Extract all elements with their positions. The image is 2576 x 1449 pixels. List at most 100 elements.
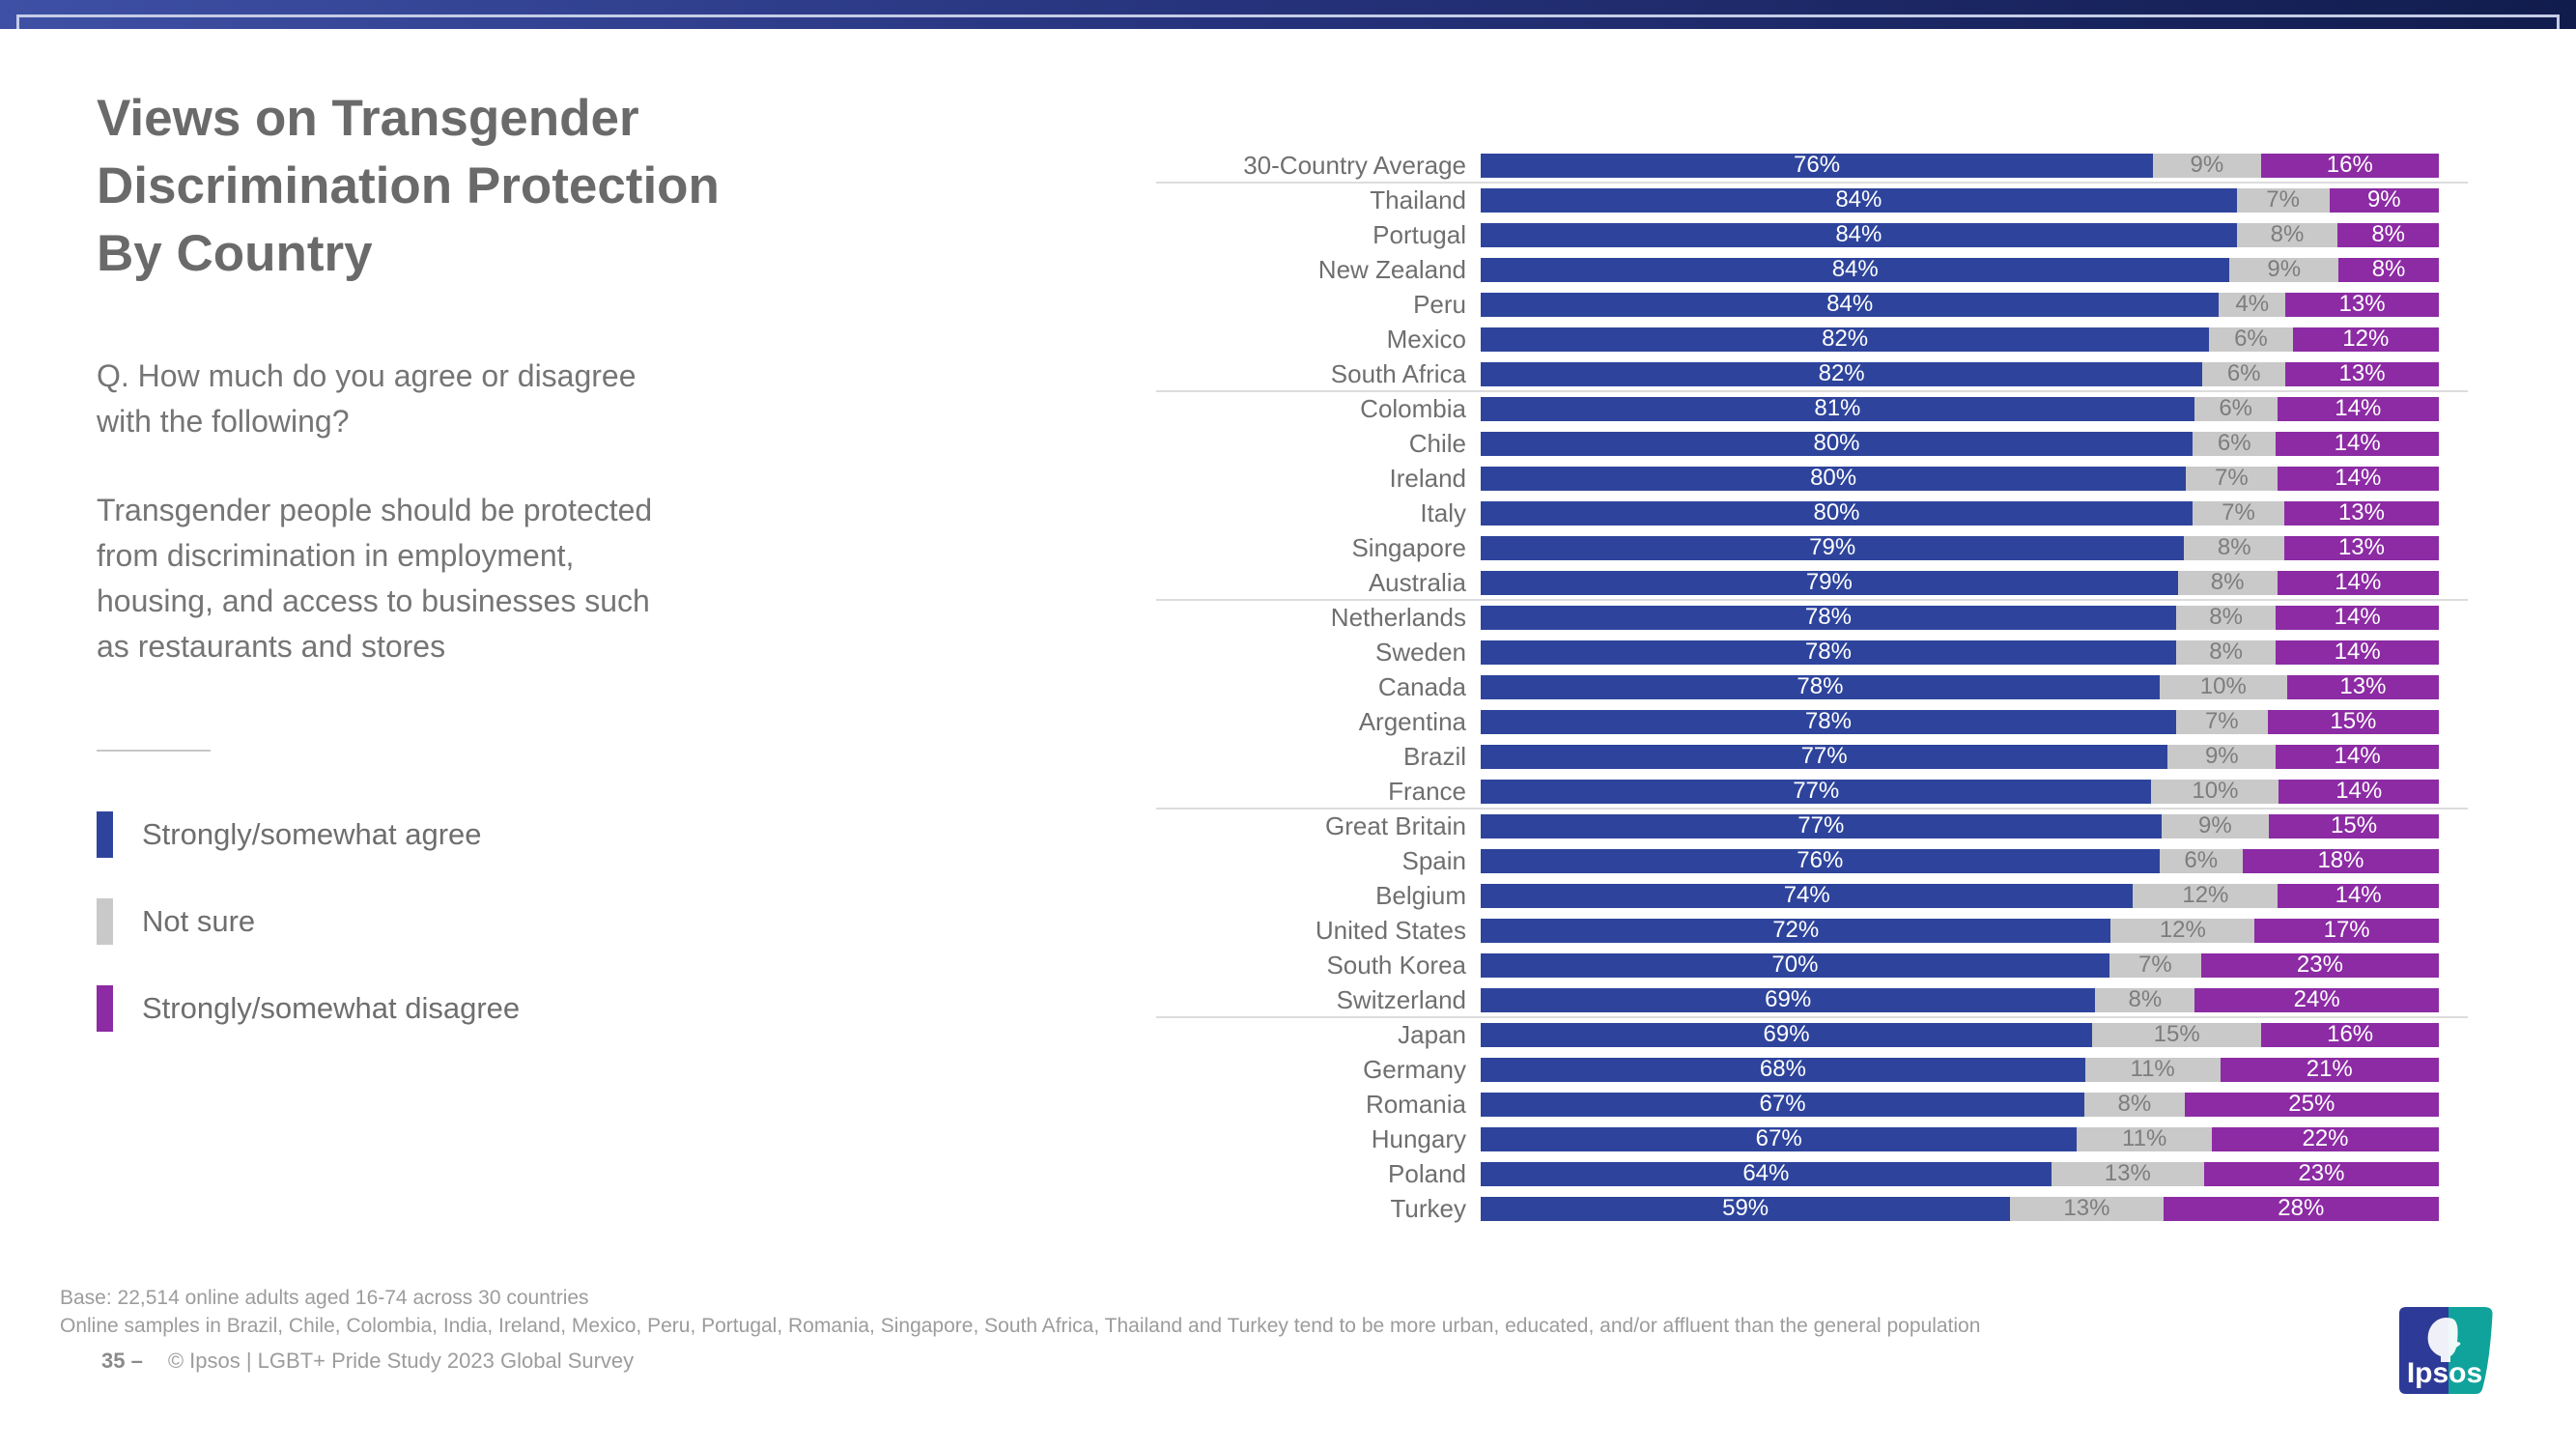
value-label: 14% bbox=[2334, 639, 2381, 665]
bar-track: 67% 8% 25% bbox=[1481, 1091, 2439, 1117]
text-line: Views on Transgender bbox=[97, 90, 639, 147]
agree-segment: 67% bbox=[1481, 1091, 2085, 1117]
agree-segment: 78% bbox=[1481, 673, 2160, 699]
value-label: 9% bbox=[2198, 812, 2232, 838]
country-label: Canada bbox=[1377, 671, 1466, 701]
value-label: 9% bbox=[2267, 256, 2302, 282]
agree-segment: 77% bbox=[1481, 778, 2152, 804]
text-line: By Country bbox=[97, 225, 373, 282]
bar-track: 67% 11% 22% bbox=[1481, 1125, 2439, 1151]
country-label: Belgium bbox=[1375, 880, 1466, 910]
chart-row: Spain 76% 6% 18% bbox=[874, 843, 2477, 878]
chart-row: Switzerland 69% 8% 24% bbox=[874, 982, 2477, 1018]
legend-label: Not sure bbox=[142, 904, 256, 938]
bar-track: 77% 10% 14% bbox=[1481, 778, 2440, 804]
chart-row: Colombia 81% 6% 14% bbox=[874, 391, 2477, 426]
agree-segment: 79% bbox=[1481, 534, 2185, 560]
country-label: Poland bbox=[1388, 1158, 1466, 1188]
value-label: 8% bbox=[2128, 986, 2163, 1012]
disagree-segment: 13% bbox=[2285, 360, 2439, 386]
copyright: © Ipsos | LGBT+ Pride Study 2023 Global … bbox=[167, 1349, 635, 1373]
disagree-segment: 21% bbox=[2220, 1056, 2439, 1082]
value-label: 77% bbox=[1800, 743, 1848, 769]
legend-swatch-notsure bbox=[97, 898, 113, 945]
disagree-segment: 23% bbox=[2200, 952, 2439, 978]
chart-row: South Korea 70% 7% 23% bbox=[874, 948, 2477, 982]
disagree-segment: 8% bbox=[2338, 256, 2440, 282]
chart-row: Portugal 84% 8% 8% bbox=[874, 217, 2477, 252]
value-label: 15% bbox=[2331, 812, 2378, 838]
value-label: 11% bbox=[2130, 1056, 2175, 1082]
value-label: 8% bbox=[2210, 569, 2245, 595]
legend-swatch-disagree bbox=[97, 985, 113, 1032]
notsure-segment: 8% bbox=[2184, 534, 2284, 560]
value-label: 76% bbox=[1797, 847, 1844, 873]
country-label: Chile bbox=[1408, 428, 1466, 458]
disagree-segment: 16% bbox=[2261, 1021, 2439, 1047]
agree-segment: 76% bbox=[1481, 847, 2160, 873]
value-label: 81% bbox=[1814, 395, 1861, 421]
agree-segment: 82% bbox=[1481, 326, 2210, 352]
value-label: 77% bbox=[1798, 812, 1845, 838]
value-label: 79% bbox=[1809, 534, 1856, 560]
country-label: France bbox=[1388, 776, 1466, 806]
notsure-segment: 7% bbox=[2186, 465, 2278, 491]
bar-track: 70% 7% 23% bbox=[1481, 952, 2439, 978]
chart-row: Mexico 82% 6% 12% bbox=[874, 322, 2477, 356]
stacked-bar-chart: 30-Country Average 76% 9% 16% Thailand 84% 7% 9… bbox=[874, 148, 2477, 1226]
text-line: as restaurants and stores bbox=[97, 629, 446, 664]
bar-track: 82% 6% 13% bbox=[1481, 360, 2439, 386]
disagree-segment: 14% bbox=[2278, 882, 2440, 908]
agree-segment: 78% bbox=[1481, 708, 2176, 734]
value-label: 8% bbox=[2371, 256, 2406, 282]
agree-segment: 74% bbox=[1481, 882, 2134, 908]
value-label: 9% bbox=[2366, 186, 2401, 213]
bar-track: 80% 7% 13% bbox=[1481, 499, 2439, 526]
notsure-segment: 12% bbox=[2133, 882, 2279, 908]
value-label: 6% bbox=[2219, 395, 2252, 421]
disagree-segment: 14% bbox=[2276, 430, 2439, 456]
disagree-segment: 14% bbox=[2277, 465, 2439, 491]
top-accent-inner-line bbox=[16, 14, 2560, 29]
notsure-segment: 7% bbox=[2193, 499, 2284, 526]
chart-row: New Zealand 84% 9% 8% bbox=[874, 252, 2477, 287]
notsure-segment: 8% bbox=[2084, 1091, 2185, 1117]
country-label: Netherlands bbox=[1330, 602, 1466, 632]
agree-segment: 84% bbox=[1481, 186, 2237, 213]
disagree-segment: 14% bbox=[2276, 743, 2440, 769]
notsure-segment: 8% bbox=[2177, 569, 2278, 595]
legend-item-notsure: Not sure bbox=[97, 898, 520, 945]
value-label: 6% bbox=[2184, 847, 2219, 873]
country-label: Thailand bbox=[1370, 185, 1466, 214]
agree-segment: 77% bbox=[1481, 812, 2162, 838]
country-label: Sweden bbox=[1375, 637, 1466, 667]
bar-track: 69% 8% 24% bbox=[1481, 986, 2439, 1012]
value-label: 25% bbox=[2288, 1091, 2335, 1117]
agree-segment: 84% bbox=[1481, 291, 2220, 317]
notsure-segment: 6% bbox=[2209, 326, 2293, 352]
value-label: 14% bbox=[2335, 569, 2382, 595]
country-label: Peru bbox=[1413, 289, 1466, 319]
country-label: United States bbox=[1315, 915, 1466, 945]
value-label: 7% bbox=[2204, 708, 2239, 734]
bar-track: 84% 8% 8% bbox=[1481, 221, 2439, 247]
value-label: 13% bbox=[2337, 534, 2385, 560]
agree-segment: 84% bbox=[1481, 256, 2230, 282]
value-label: 13% bbox=[2339, 673, 2387, 699]
notsure-segment: 8% bbox=[2175, 604, 2277, 630]
value-label: 14% bbox=[2334, 430, 2381, 456]
text-line: Q. How much do you agree or disagree bbox=[97, 358, 637, 393]
value-label: 18% bbox=[2317, 847, 2364, 873]
chart-row: Great Britain 77% 9% 15% bbox=[874, 809, 2477, 843]
value-label: 14% bbox=[2335, 395, 2382, 421]
value-label: 14% bbox=[2335, 882, 2382, 908]
value-label: 84% bbox=[1826, 291, 1874, 317]
value-label: 14% bbox=[2335, 465, 2382, 491]
ipsos-logo: Ipsos bbox=[2398, 1306, 2494, 1395]
disagree-segment: 18% bbox=[2242, 847, 2439, 873]
chart-row: Brazil 77% 9% 14% bbox=[874, 739, 2477, 774]
chart-row: Romania 67% 8% 25% bbox=[874, 1087, 2477, 1122]
agree-segment: 84% bbox=[1481, 221, 2237, 247]
value-label: 59% bbox=[1722, 1195, 1769, 1221]
